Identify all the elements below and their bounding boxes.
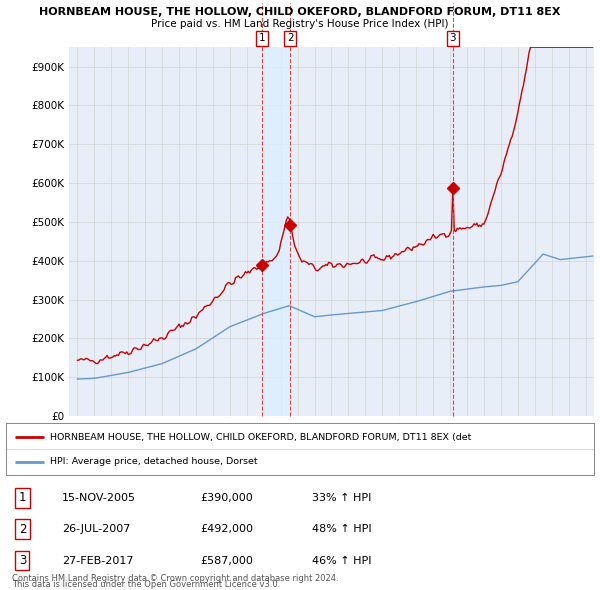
Text: £492,000: £492,000 — [200, 525, 253, 535]
Text: 3: 3 — [449, 33, 456, 43]
Text: HORNBEAM HOUSE, THE HOLLOW, CHILD OKEFORD, BLANDFORD FORUM, DT11 8EX (det: HORNBEAM HOUSE, THE HOLLOW, CHILD OKEFOR… — [50, 432, 472, 441]
Text: Contains HM Land Registry data © Crown copyright and database right 2024.: Contains HM Land Registry data © Crown c… — [12, 574, 338, 583]
Text: 2: 2 — [287, 33, 293, 43]
Text: 27-FEB-2017: 27-FEB-2017 — [62, 556, 133, 566]
Text: 26-JUL-2007: 26-JUL-2007 — [62, 525, 130, 535]
Text: HORNBEAM HOUSE, THE HOLLOW, CHILD OKEFORD, BLANDFORD FORUM, DT11 8EX: HORNBEAM HOUSE, THE HOLLOW, CHILD OKEFOR… — [39, 7, 561, 17]
Text: 33% ↑ HPI: 33% ↑ HPI — [312, 493, 371, 503]
Text: 1: 1 — [19, 491, 26, 504]
Text: 48% ↑ HPI: 48% ↑ HPI — [312, 525, 371, 535]
Text: HPI: Average price, detached house, Dorset: HPI: Average price, detached house, Dors… — [50, 457, 258, 467]
Text: 1: 1 — [259, 33, 265, 43]
Text: 15-NOV-2005: 15-NOV-2005 — [62, 493, 136, 503]
Text: 46% ↑ HPI: 46% ↑ HPI — [312, 556, 371, 566]
Text: This data is licensed under the Open Government Licence v3.0.: This data is licensed under the Open Gov… — [12, 581, 280, 589]
Text: £587,000: £587,000 — [200, 556, 253, 566]
Bar — [262, 47, 290, 416]
Text: Price paid vs. HM Land Registry's House Price Index (HPI): Price paid vs. HM Land Registry's House … — [151, 19, 449, 29]
Text: 2: 2 — [19, 523, 26, 536]
Text: 3: 3 — [19, 554, 26, 567]
Text: £390,000: £390,000 — [200, 493, 253, 503]
